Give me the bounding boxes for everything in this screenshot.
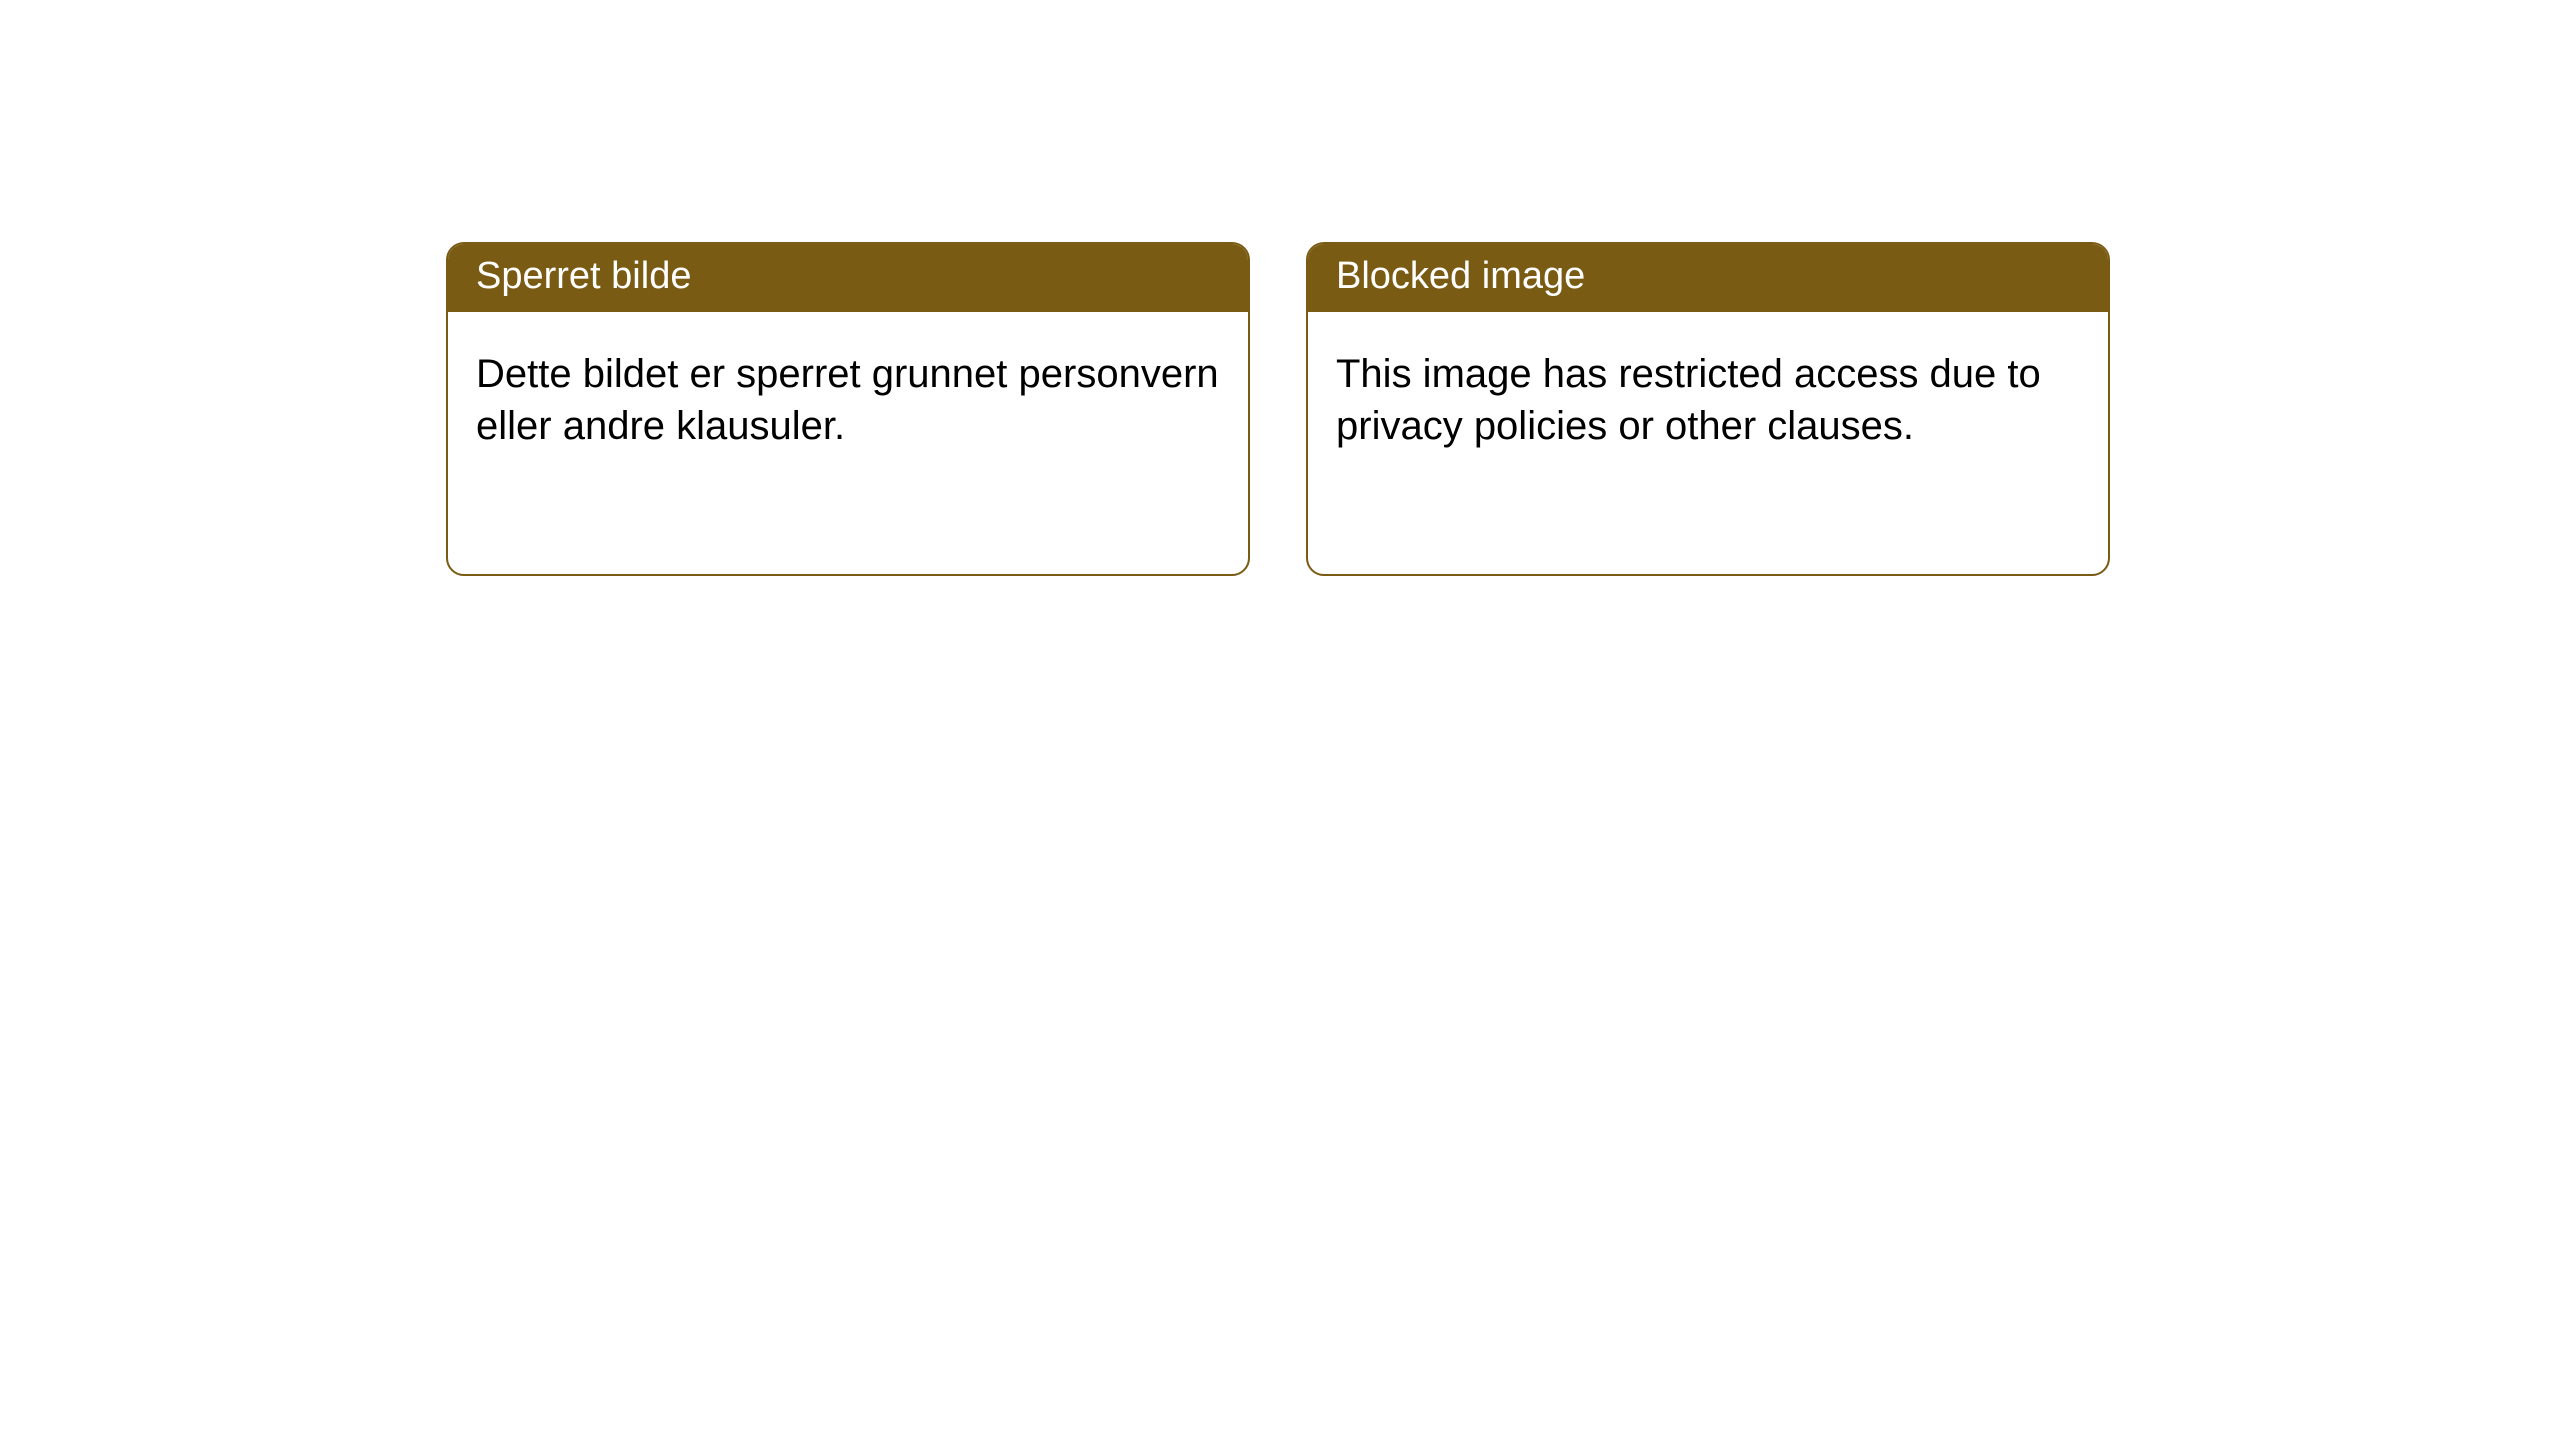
notice-body-norwegian: Dette bildet er sperret grunnet personve… — [448, 312, 1248, 480]
notice-header-norwegian: Sperret bilde — [448, 244, 1248, 312]
notice-body-english: This image has restricted access due to … — [1308, 312, 2108, 480]
notice-card-norwegian: Sperret bilde Dette bildet er sperret gr… — [446, 242, 1250, 576]
notice-header-english: Blocked image — [1308, 244, 2108, 312]
notice-container: Sperret bilde Dette bildet er sperret gr… — [0, 0, 2560, 576]
notice-card-english: Blocked image This image has restricted … — [1306, 242, 2110, 576]
